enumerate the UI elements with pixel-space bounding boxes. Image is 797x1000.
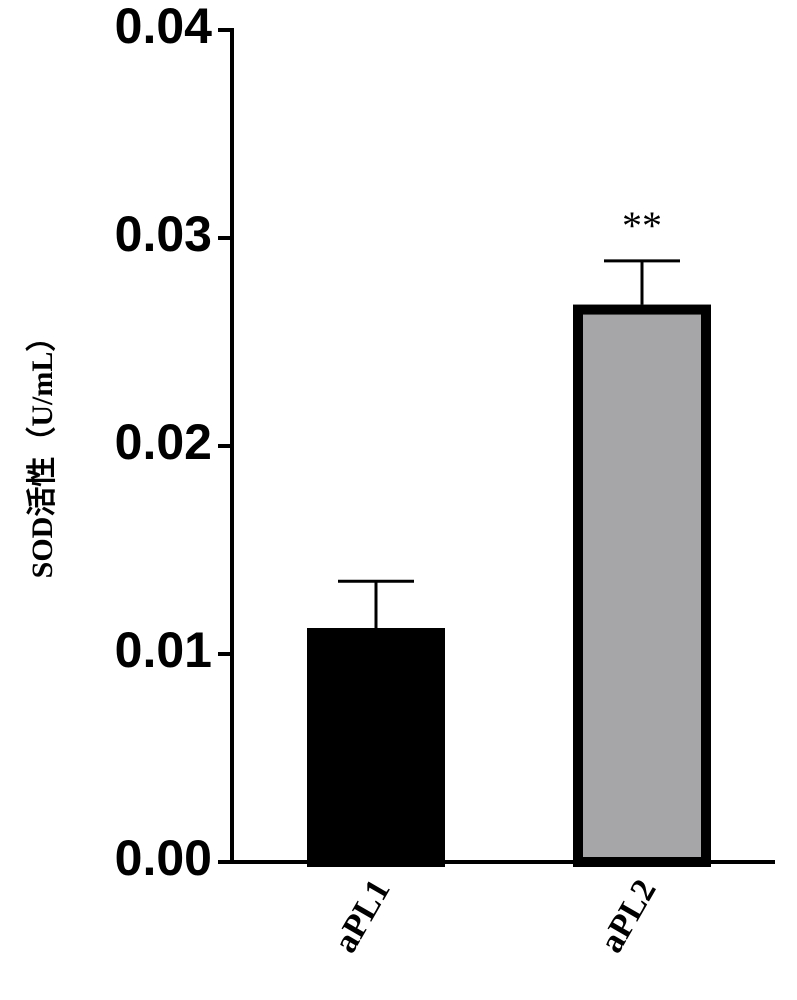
y-tick-label: 0.01	[115, 622, 212, 678]
significance-label: **	[622, 203, 662, 248]
y-axis-label: SOD活性（U/mL）	[25, 322, 59, 579]
bar	[573, 304, 711, 867]
x-tick-label: aPL1	[327, 873, 398, 959]
y-tick-label: 0.03	[115, 206, 212, 262]
x-tick-label: aPL2	[593, 873, 664, 959]
y-tick-label: 0.04	[115, 0, 213, 54]
bar	[307, 628, 445, 867]
y-tick-label: 0.02	[115, 414, 212, 470]
y-tick-label: 0.00	[115, 830, 212, 886]
